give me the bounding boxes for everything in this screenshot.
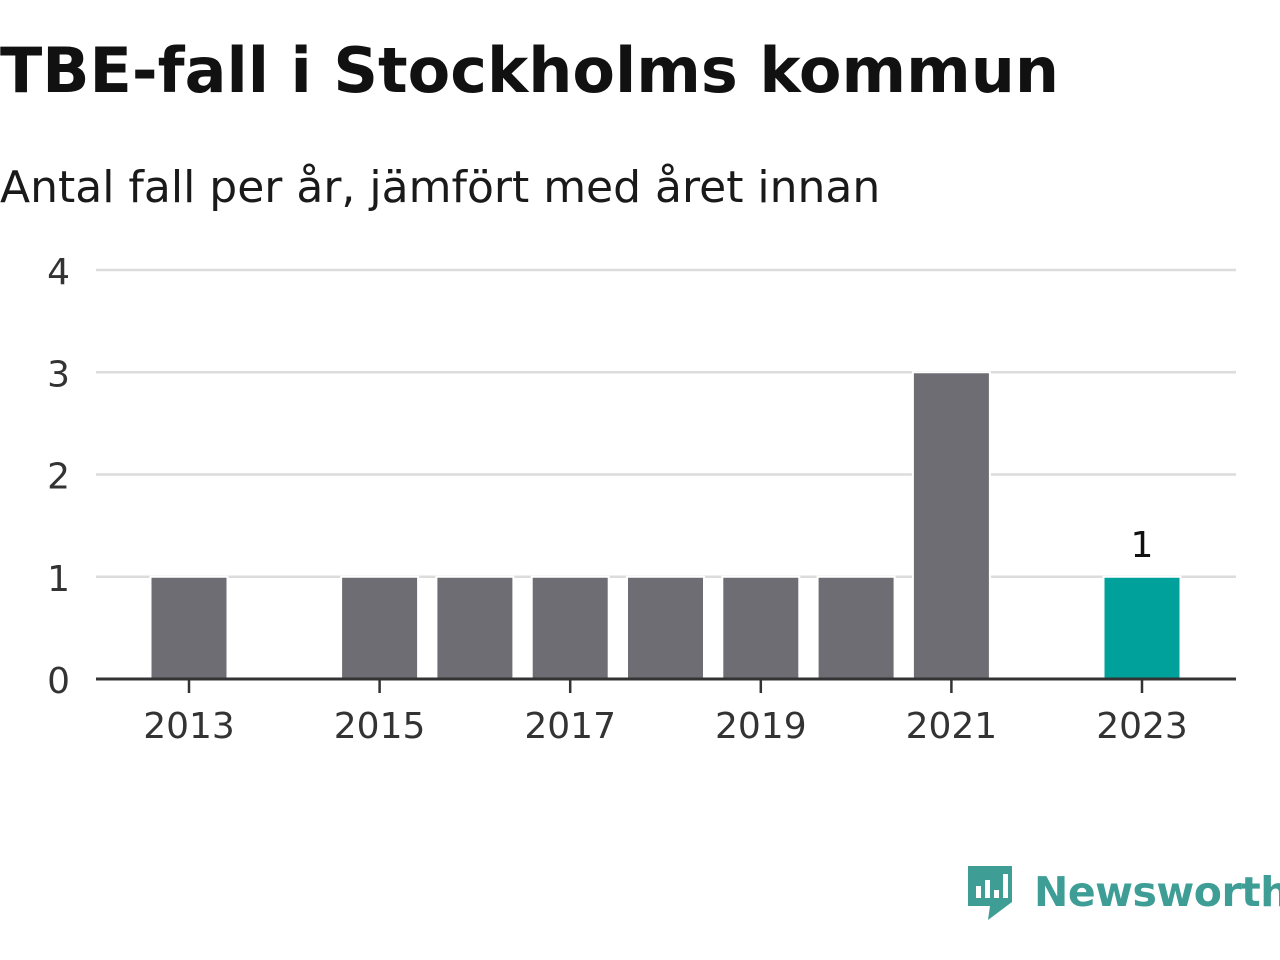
brand-name: Newsworthy: [1034, 868, 1280, 916]
x-tick-label: 2021: [906, 706, 998, 747]
y-tick-label: 3: [47, 354, 70, 395]
bar-2013: [149, 575, 229, 680]
bar-2021: [911, 371, 991, 680]
bar-2020: [816, 575, 896, 680]
y-tick-label: 0: [47, 661, 70, 702]
x-tick-label: 2017: [524, 706, 616, 747]
chart-title: TBE-fall i Stockholms kommun: [0, 34, 1059, 107]
data-label-2023: 1: [1131, 525, 1154, 566]
x-tick-label: 2019: [715, 706, 807, 747]
bar-2023: [1102, 575, 1182, 680]
newsworthy-logo-icon: [968, 866, 1012, 920]
bar-2015: [340, 575, 420, 680]
bar-2018: [626, 575, 705, 680]
newsworthy-logo: Newsworthy: [964, 862, 1280, 922]
bar-2019: [721, 575, 801, 680]
y-tick-label: 4: [47, 252, 70, 293]
y-tick-label: 1: [47, 559, 70, 600]
x-tick-label: 2013: [143, 706, 235, 747]
x-tick-label: 2015: [334, 706, 426, 747]
y-tick-label: 2: [47, 457, 70, 498]
x-tick-label: 2023: [1096, 706, 1188, 747]
chart-subtitle: Antal fall per år, jämfört med året inna…: [0, 162, 881, 213]
bar-2016: [435, 575, 515, 680]
bar-2017: [530, 575, 610, 680]
